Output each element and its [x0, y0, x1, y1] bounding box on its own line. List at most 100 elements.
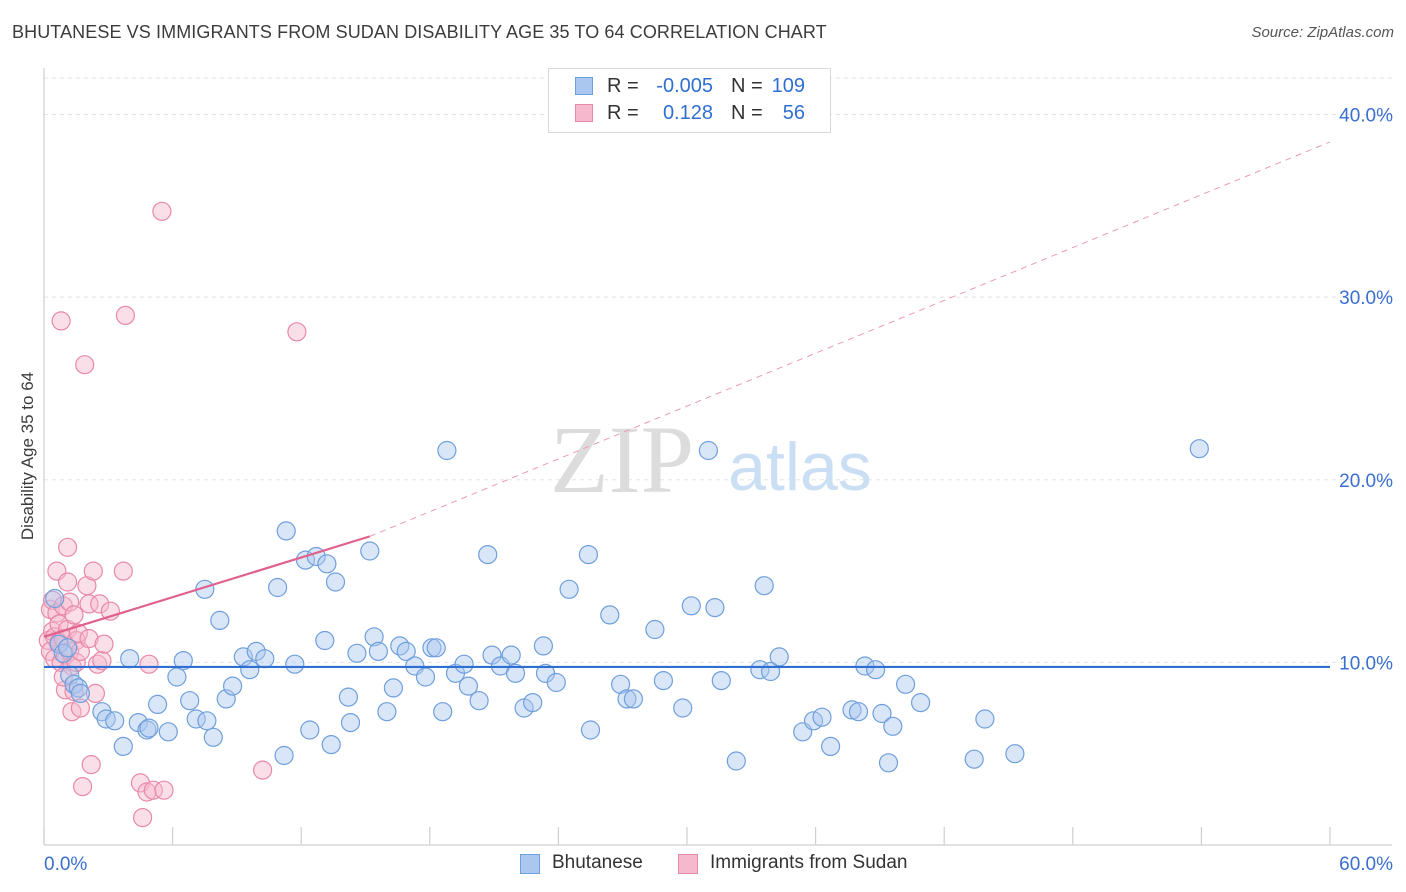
stats-box: R = -0.005 N = 109 R = 0.128 N = 56 — [548, 68, 831, 133]
bhutanese-point — [533, 636, 554, 656]
bhutanese-point — [812, 707, 832, 727]
bhutanese-point — [698, 440, 719, 461]
y-tick-label: 20.0% — [1339, 471, 1393, 492]
x-tick-label: 60.0% — [1339, 854, 1393, 875]
sudan-point — [57, 572, 78, 592]
legend-item-sudan[interactable]: Immigrants from Sudan — [678, 852, 938, 876]
sudan-point — [253, 760, 273, 780]
bhutanese-point — [197, 711, 217, 731]
bhutanese-point — [338, 687, 358, 707]
bhutanese-point — [268, 577, 288, 598]
bhutanese-point — [878, 753, 899, 773]
legend-item-bhutanese[interactable]: Bhutanese — [520, 852, 680, 876]
bhutanese-point — [559, 579, 579, 599]
bhutanese-point — [422, 638, 442, 658]
stats-n-label: N = — [731, 75, 763, 97]
sudan-point — [51, 311, 71, 331]
bhutanese-point — [285, 654, 305, 674]
legend-swatch-bhutanese — [520, 854, 540, 874]
bhutanese-point — [377, 702, 397, 722]
bhutanese-point — [276, 521, 296, 541]
bhutanese-point — [113, 736, 133, 757]
sudan-point — [79, 628, 99, 649]
bhutanese-point — [437, 440, 457, 461]
sudan-trend-line — [43, 535, 371, 638]
bhutanese-point — [223, 676, 243, 696]
bhutanese-point — [274, 745, 294, 766]
legend-label-sudan: Immigrants from Sudan — [710, 852, 908, 873]
stats-row-sudan: R = 0.128 N = 56 — [549, 102, 830, 126]
bhutanese-point — [167, 667, 187, 687]
bhutanese-point — [1189, 439, 1209, 459]
bhutanese-point — [360, 541, 380, 561]
bhutanese-point — [426, 638, 446, 658]
bhutanese-point — [340, 712, 361, 733]
bhutanese-point — [820, 736, 841, 757]
bhutanese-point — [203, 727, 223, 747]
stats-r-value: -0.005 — [656, 75, 713, 97]
sudan-point — [287, 322, 307, 342]
bhutanese-point — [726, 751, 746, 771]
stats-row-bhutanese: R = -0.005 N = 109 — [549, 75, 830, 99]
bhutanese-point — [769, 647, 789, 667]
bhutanese-point — [300, 720, 320, 740]
bhutanese-point — [70, 683, 91, 704]
watermark: ZIP atlas — [550, 406, 872, 513]
bhutanese-point — [458, 676, 478, 696]
bhutanese-point — [433, 702, 453, 722]
sudan-point — [113, 561, 133, 581]
stats-n-value: 56 — [782, 102, 805, 124]
y-tick-label: 10.0% — [1339, 653, 1393, 674]
legend-label-bhutanese: Bhutanese — [552, 852, 643, 873]
sudan-point — [154, 780, 174, 800]
bhutanese-point — [883, 716, 903, 736]
bhutanese-point — [848, 702, 869, 722]
bhutanese-point — [347, 643, 367, 663]
sudan-point — [133, 807, 153, 828]
sudan-point — [92, 650, 112, 671]
bhutanese-point — [148, 694, 168, 715]
sudan-trend-extension — [369, 141, 1331, 537]
stats-r-label: R = — [607, 75, 639, 97]
bhutanese-point — [964, 749, 984, 769]
sudan-point — [60, 592, 80, 612]
bhutanese-point — [383, 678, 403, 698]
stats-swatch-bhutanese — [575, 77, 593, 95]
stats-r-label: R = — [607, 102, 639, 124]
bhutanese-point — [546, 672, 566, 693]
bhutanese-point — [645, 619, 665, 640]
stats-swatch-sudan — [575, 104, 593, 122]
bhutanese-point — [469, 691, 489, 711]
bhutanese-point — [321, 734, 341, 755]
sudan-point — [79, 594, 99, 614]
sudan-point — [143, 780, 163, 800]
bhutanese-point — [368, 641, 388, 662]
bhutanese-point — [705, 597, 725, 618]
sudan-point — [81, 754, 101, 775]
sudan-point — [72, 776, 93, 797]
bhutanese-point — [681, 596, 701, 616]
axes — [43, 68, 1392, 846]
bhutanese-point — [865, 660, 886, 680]
bhutanese-point — [255, 649, 275, 669]
bhutanese-point — [478, 544, 498, 565]
watermark-zip: ZIP — [550, 406, 694, 513]
bhutanese-point — [396, 641, 416, 662]
legend-swatch-sudan — [678, 854, 698, 874]
sudan-point — [64, 605, 84, 625]
bhutanese-point — [315, 630, 335, 651]
bhutanese-point — [317, 554, 337, 574]
stats-n-value: 109 — [771, 75, 805, 97]
bhutanese-point — [617, 689, 637, 709]
bhutanese-point — [210, 610, 230, 631]
sudan-point — [137, 782, 157, 802]
y-tick-label: 40.0% — [1339, 106, 1393, 127]
bhutanese-point — [895, 674, 916, 694]
sudan-point — [83, 561, 103, 581]
bhutanese-point — [120, 649, 140, 669]
bhutanese-point — [139, 718, 159, 738]
bhutanese-point — [754, 576, 774, 596]
sudan-point — [152, 201, 172, 221]
bhutanese-point — [325, 572, 346, 592]
